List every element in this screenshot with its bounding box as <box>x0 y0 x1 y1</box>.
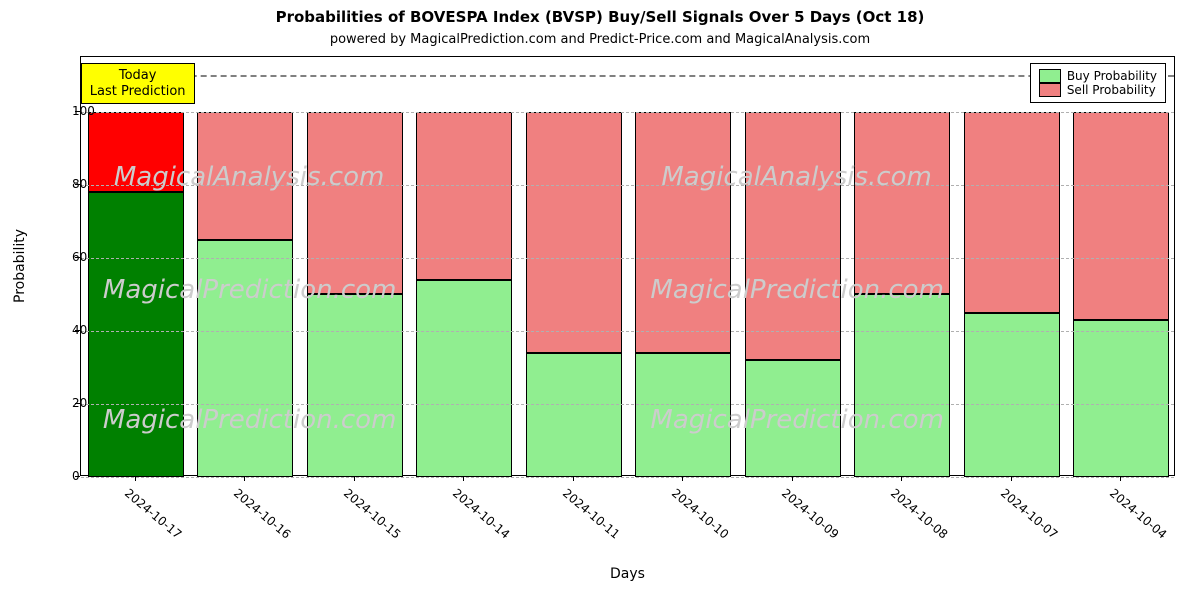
bar-buy <box>1073 320 1169 477</box>
x-tick-label: 2024-10-10 <box>669 486 731 542</box>
legend-item: Buy Probability <box>1039 69 1157 83</box>
legend-swatch <box>1039 69 1061 83</box>
bar-buy <box>854 294 950 477</box>
legend: Buy ProbabilitySell Probability <box>1030 63 1166 103</box>
today-annotation: TodayLast Prediction <box>81 63 195 104</box>
x-tick-label: 2024-10-16 <box>231 486 293 542</box>
bar-buy <box>197 240 293 477</box>
bar-slot <box>1073 57 1169 475</box>
x-tick-label: 2024-10-07 <box>998 486 1060 542</box>
x-tick-mark <box>244 476 245 481</box>
grid-line <box>81 331 1174 332</box>
bar-slot <box>88 57 184 475</box>
bar-buy <box>526 353 622 477</box>
grid-line <box>81 258 1174 259</box>
x-tick-mark <box>1120 476 1121 481</box>
bar-buy <box>964 313 1060 477</box>
x-tick-label: 2024-10-09 <box>779 486 841 542</box>
x-tick-mark <box>792 476 793 481</box>
bar-sell <box>1073 112 1169 320</box>
bar-sell <box>88 112 184 192</box>
x-tick-label: 2024-10-14 <box>450 486 512 542</box>
x-tick-mark <box>354 476 355 481</box>
x-tick-label: 2024-10-15 <box>341 486 403 542</box>
chart-subtitle: powered by MagicalPrediction.com and Pre… <box>0 32 1200 47</box>
annotation-line: Today <box>90 68 186 84</box>
y-tick-mark <box>75 111 80 112</box>
legend-label: Buy Probability <box>1067 69 1157 83</box>
bar-sell <box>307 112 403 295</box>
legend-swatch <box>1039 83 1061 97</box>
bar-buy <box>307 294 403 477</box>
x-tick-mark <box>682 476 683 481</box>
bar-sell <box>526 112 622 353</box>
bars-layer <box>81 57 1174 475</box>
x-tick-label: 2024-10-04 <box>1107 486 1169 542</box>
x-axis-label: Days <box>80 566 1175 582</box>
x-tick-label: 2024-10-08 <box>888 486 950 542</box>
annotation-line: Last Prediction <box>90 84 186 100</box>
y-tick-mark <box>75 184 80 185</box>
y-tick-mark <box>75 476 80 477</box>
legend-label: Sell Probability <box>1067 83 1156 97</box>
grid-line <box>81 404 1174 405</box>
chart-container: Probabilities of BOVESPA Index (BVSP) Bu… <box>0 0 1200 600</box>
reference-line <box>81 75 1174 77</box>
bar-buy <box>635 353 731 477</box>
y-tick-mark <box>75 257 80 258</box>
bar-slot <box>416 57 512 475</box>
chart-title: Probabilities of BOVESPA Index (BVSP) Bu… <box>0 8 1200 26</box>
grid-line <box>81 112 1174 113</box>
bar-sell <box>416 112 512 280</box>
bar-sell <box>197 112 293 240</box>
bar-slot <box>854 57 950 475</box>
bar-slot <box>745 57 841 475</box>
x-tick-label: 2024-10-11 <box>560 486 622 542</box>
x-tick-label: 2024-10-17 <box>122 486 184 542</box>
bar-slot <box>635 57 731 475</box>
bar-buy <box>416 280 512 477</box>
x-tick-mark <box>135 476 136 481</box>
x-tick-mark <box>901 476 902 481</box>
bar-slot <box>526 57 622 475</box>
y-tick-mark <box>75 403 80 404</box>
bar-sell <box>635 112 731 353</box>
x-tick-mark <box>573 476 574 481</box>
x-tick-mark <box>463 476 464 481</box>
bar-slot <box>964 57 1060 475</box>
y-tick-mark <box>75 330 80 331</box>
legend-item: Sell Probability <box>1039 83 1157 97</box>
bar-sell <box>745 112 841 360</box>
plot-area: MagicalAnalysis.comMagicalAnalysis.comMa… <box>80 56 1175 476</box>
y-axis-label: Probability <box>12 229 28 303</box>
bar-sell <box>854 112 950 295</box>
bar-buy <box>745 360 841 477</box>
bar-sell <box>964 112 1060 313</box>
bar-buy <box>88 192 184 477</box>
x-tick-mark <box>1011 476 1012 481</box>
grid-line <box>81 185 1174 186</box>
bar-slot <box>307 57 403 475</box>
bar-slot <box>197 57 293 475</box>
